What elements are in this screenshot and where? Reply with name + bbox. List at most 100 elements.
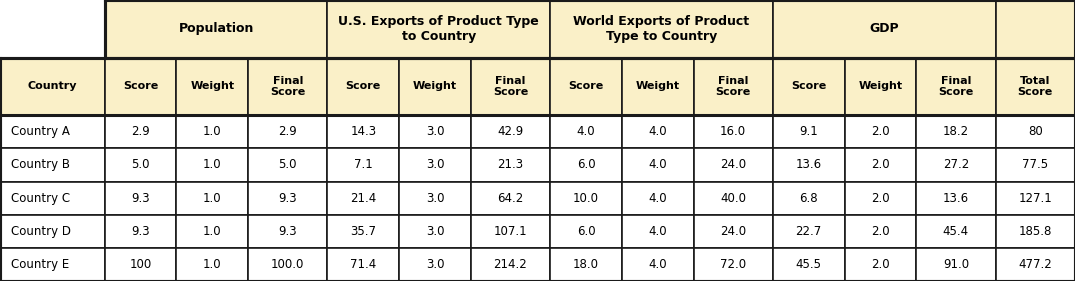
Bar	[248, 215, 328, 248]
Text: 35.7: 35.7	[350, 225, 376, 238]
Bar	[0, 115, 104, 148]
Text: Country C: Country C	[11, 192, 70, 205]
Bar	[399, 58, 471, 115]
Bar	[621, 115, 693, 148]
Text: Weight: Weight	[190, 81, 234, 91]
Bar	[621, 248, 693, 281]
Bar	[916, 148, 995, 182]
Bar	[773, 148, 845, 182]
Bar	[399, 248, 471, 281]
Bar	[399, 115, 471, 148]
Text: 18.0: 18.0	[573, 258, 599, 271]
Bar	[550, 0, 773, 58]
Text: 1.0: 1.0	[203, 225, 221, 238]
Text: 13.6: 13.6	[943, 192, 969, 205]
Bar	[995, 215, 1075, 248]
Text: 6.0: 6.0	[576, 158, 596, 171]
Text: 2.0: 2.0	[871, 192, 890, 205]
Bar	[550, 58, 621, 115]
Text: 72.0: 72.0	[720, 258, 746, 271]
Text: Country E: Country E	[11, 258, 69, 271]
Text: 6.0: 6.0	[576, 225, 596, 238]
Bar	[550, 248, 621, 281]
Text: Score: Score	[346, 81, 381, 91]
Text: 16.0: 16.0	[720, 125, 746, 138]
Bar	[0, 215, 104, 248]
Text: 24.0: 24.0	[720, 225, 746, 238]
Bar	[693, 115, 773, 148]
Bar	[471, 58, 550, 115]
Bar	[0, 0, 104, 58]
Text: Score: Score	[123, 81, 158, 91]
Bar	[104, 0, 328, 58]
Bar	[773, 0, 995, 58]
Text: 3.0: 3.0	[426, 192, 444, 205]
Text: 100: 100	[129, 258, 152, 271]
Bar	[693, 58, 773, 115]
Bar	[328, 115, 399, 148]
Bar	[328, 215, 399, 248]
Text: Final
Score: Final Score	[716, 76, 750, 97]
Bar	[621, 148, 693, 182]
Text: 21.4: 21.4	[350, 192, 376, 205]
Bar	[916, 182, 995, 215]
Bar	[916, 248, 995, 281]
Bar	[176, 215, 248, 248]
Text: Population: Population	[178, 22, 254, 35]
Bar	[471, 182, 550, 215]
Bar	[916, 115, 995, 148]
Bar	[995, 0, 1075, 58]
Text: 185.8: 185.8	[1019, 225, 1052, 238]
Bar	[471, 248, 550, 281]
Bar	[104, 115, 176, 148]
Text: Country D: Country D	[11, 225, 71, 238]
Text: 77.5: 77.5	[1022, 158, 1048, 171]
Text: 4.0: 4.0	[576, 125, 596, 138]
Text: 2.0: 2.0	[871, 258, 890, 271]
Text: 107.1: 107.1	[493, 225, 528, 238]
Bar	[248, 182, 328, 215]
Bar	[248, 115, 328, 148]
Text: Final
Score: Final Score	[270, 76, 305, 97]
Text: 9.3: 9.3	[278, 192, 297, 205]
Text: 4.0: 4.0	[648, 125, 666, 138]
Text: 1.0: 1.0	[203, 192, 221, 205]
Bar	[0, 182, 104, 215]
Text: 127.1: 127.1	[1018, 192, 1052, 205]
Text: 1.0: 1.0	[203, 258, 221, 271]
Text: 2.9: 2.9	[131, 125, 149, 138]
Bar	[773, 182, 845, 215]
Bar	[550, 182, 621, 215]
Bar	[0, 148, 104, 182]
Bar	[995, 115, 1075, 148]
Bar	[399, 182, 471, 215]
Text: 21.3: 21.3	[498, 158, 524, 171]
Bar	[845, 148, 916, 182]
Text: 45.5: 45.5	[796, 258, 821, 271]
Bar	[773, 215, 845, 248]
Text: 477.2: 477.2	[1018, 258, 1052, 271]
Bar	[845, 115, 916, 148]
Bar	[0, 58, 104, 115]
Text: U.S. Exports of Product Type
to Country: U.S. Exports of Product Type to Country	[339, 15, 540, 43]
Bar	[550, 215, 621, 248]
Bar	[995, 58, 1075, 115]
Bar	[328, 248, 399, 281]
Bar	[248, 58, 328, 115]
Text: 1.0: 1.0	[203, 158, 221, 171]
Bar	[328, 148, 399, 182]
Text: 6.8: 6.8	[800, 192, 818, 205]
Text: 80: 80	[1028, 125, 1043, 138]
Bar	[0, 58, 1075, 281]
Text: Score: Score	[569, 81, 604, 91]
Bar	[471, 148, 550, 182]
Bar	[845, 248, 916, 281]
Text: 14.3: 14.3	[350, 125, 376, 138]
Text: 71.4: 71.4	[350, 258, 376, 271]
Bar	[471, 215, 550, 248]
Text: World Exports of Product
Type to Country: World Exports of Product Type to Country	[573, 15, 749, 43]
Text: 45.4: 45.4	[943, 225, 969, 238]
Bar	[995, 148, 1075, 182]
Bar	[550, 115, 621, 148]
Text: Weight: Weight	[635, 81, 679, 91]
